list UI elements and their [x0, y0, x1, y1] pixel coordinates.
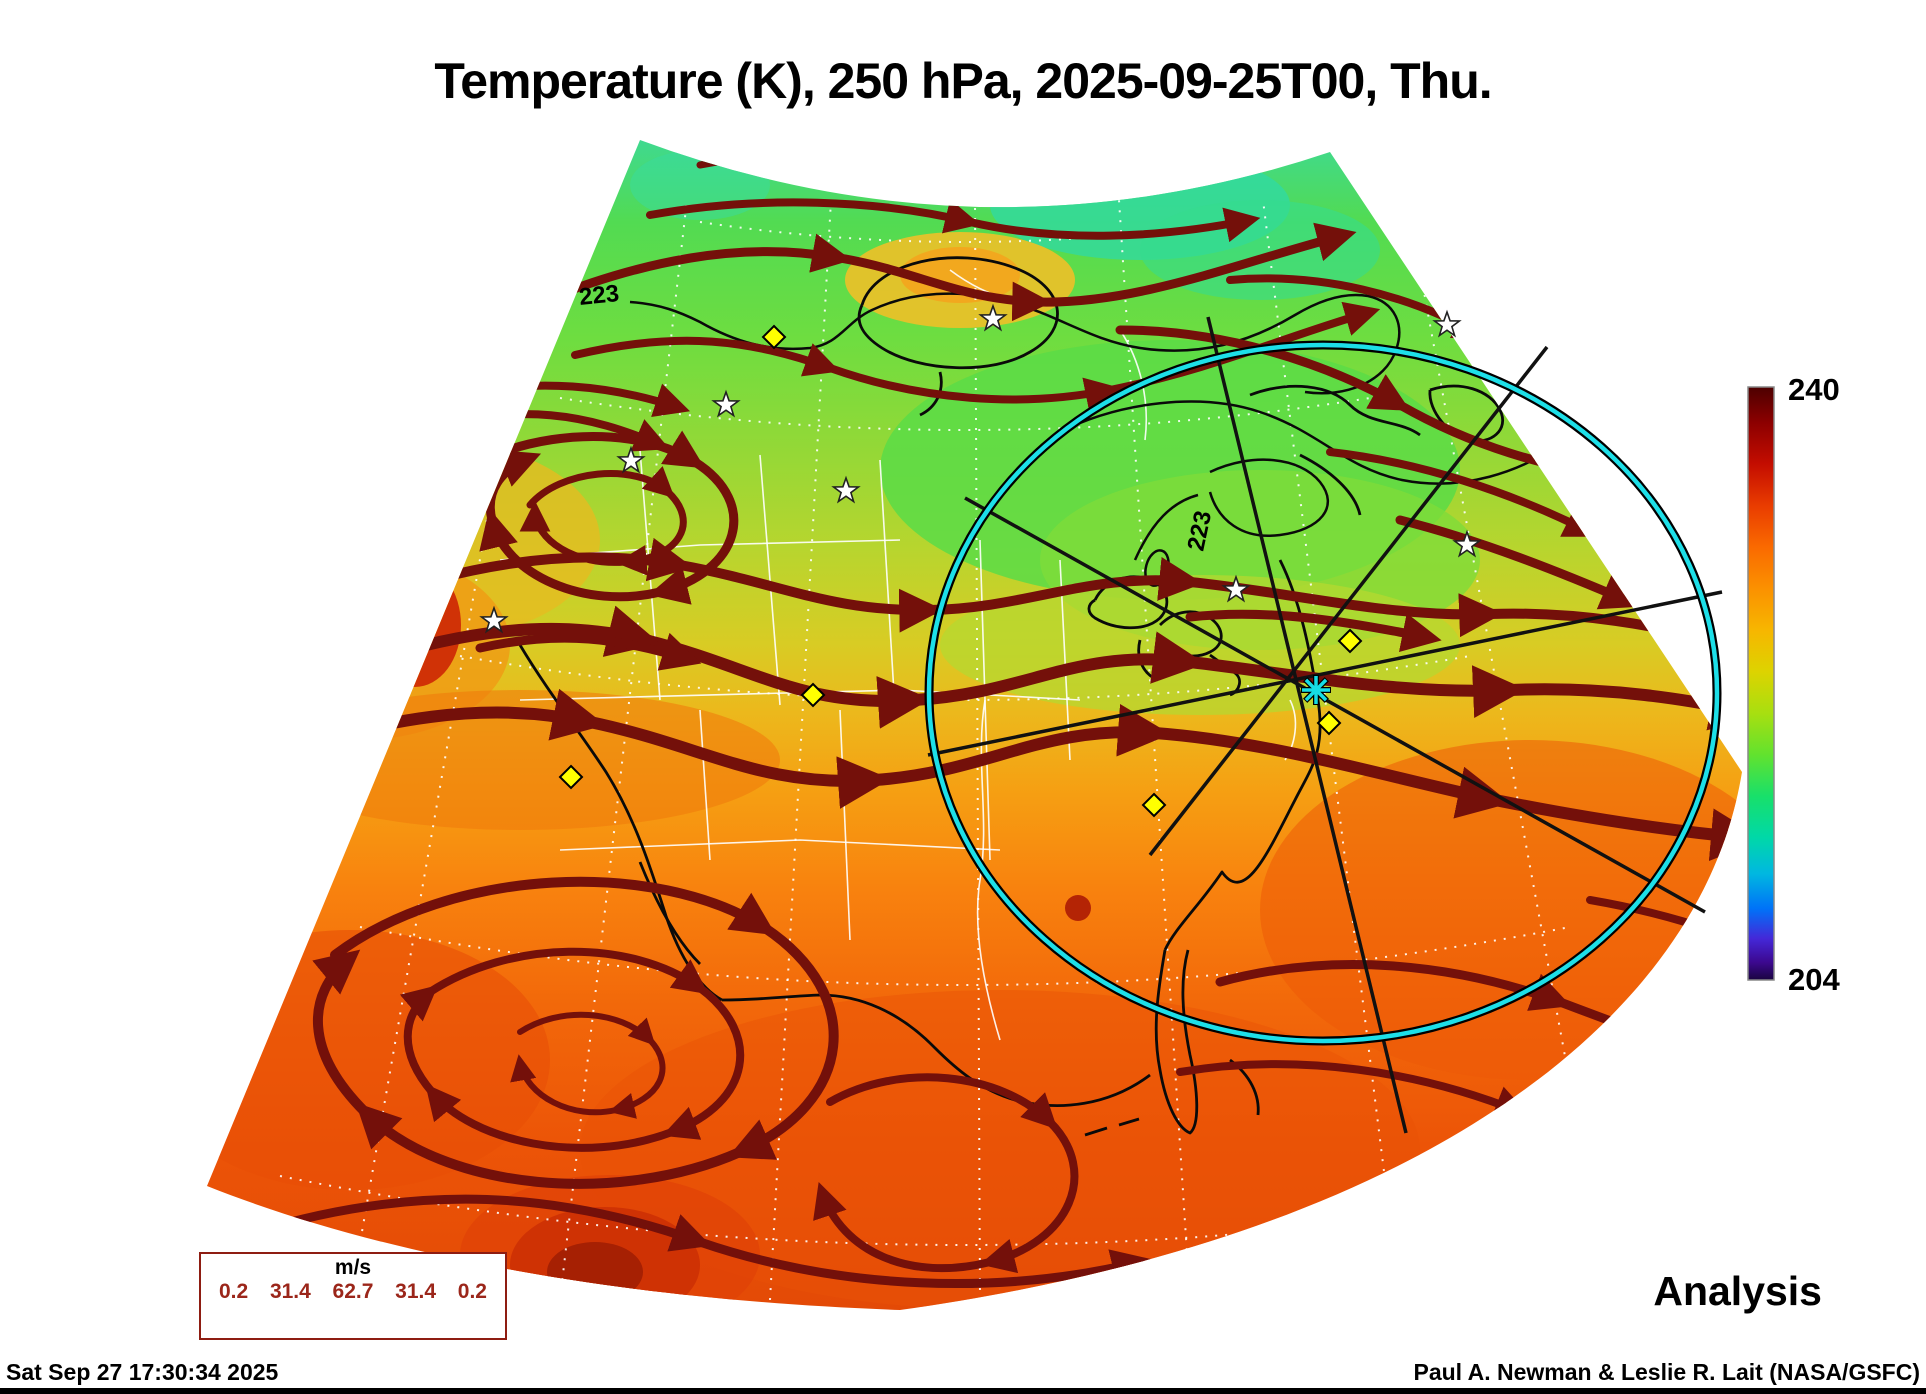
bottom-rule [0, 1388, 1926, 1394]
station-diamond-marker [558, 764, 584, 790]
azimuth-line [964, 496, 1706, 914]
city-star-marker [831, 475, 861, 504]
wind-speed-value: 0.2 [219, 1280, 249, 1303]
wind-speed-legend: m/s 0.2 31.4 62.7 31.4 0.2 [199, 1252, 507, 1340]
range-ring [926, 342, 1720, 1044]
contour-label-223-west: 223 [578, 280, 621, 311]
station-diamond-markers [558, 324, 1363, 818]
station-diamond-marker [1337, 628, 1363, 654]
wind-speed-values: 0.2 31.4 62.7 31.4 0.2 [201, 1280, 505, 1304]
colorbar-max-label: 240 [1788, 372, 1840, 407]
station-diamond-marker [1141, 792, 1167, 818]
city-star-markers [479, 303, 1482, 634]
city-star-marker [479, 605, 509, 634]
page-title: Temperature (K), 250 hPa, 2025-09-25T00,… [434, 53, 1492, 109]
station-diamond-marker [761, 324, 787, 350]
wind-speed-value: 31.4 [269, 1280, 311, 1303]
station-diamond-marker [800, 682, 826, 708]
city-star-marker [616, 445, 646, 474]
azimuth-lines [927, 316, 1723, 1134]
wind-speed-value: 31.4 [395, 1280, 437, 1303]
analysis-label: Analysis [1653, 1268, 1822, 1314]
station-center-marker [1301, 675, 1331, 705]
city-star-marker [978, 303, 1008, 332]
credit-text: Paul A. Newman & Leslie R. Lait (NASA/GS… [1413, 1359, 1920, 1385]
generation-timestamp: Sat Sep 27 17:30:34 2025 [6, 1359, 279, 1385]
wind-units-label: m/s [334, 1256, 372, 1279]
city-star-marker [1452, 529, 1482, 558]
wind-speed-value: 0.2 [457, 1280, 487, 1303]
station-diamond-marker [1316, 710, 1342, 736]
city-star-marker [711, 389, 741, 418]
city-star-marker [1221, 574, 1251, 603]
azimuth-line [1206, 316, 1408, 1134]
wind-speed-value: 62.7 [332, 1280, 374, 1303]
azimuth-line [927, 590, 1723, 757]
city-star-marker [1432, 309, 1462, 338]
azimuth-line [1148, 345, 1549, 857]
colorbar-min-label: 204 [1788, 962, 1840, 997]
colorbar [1747, 386, 1775, 981]
